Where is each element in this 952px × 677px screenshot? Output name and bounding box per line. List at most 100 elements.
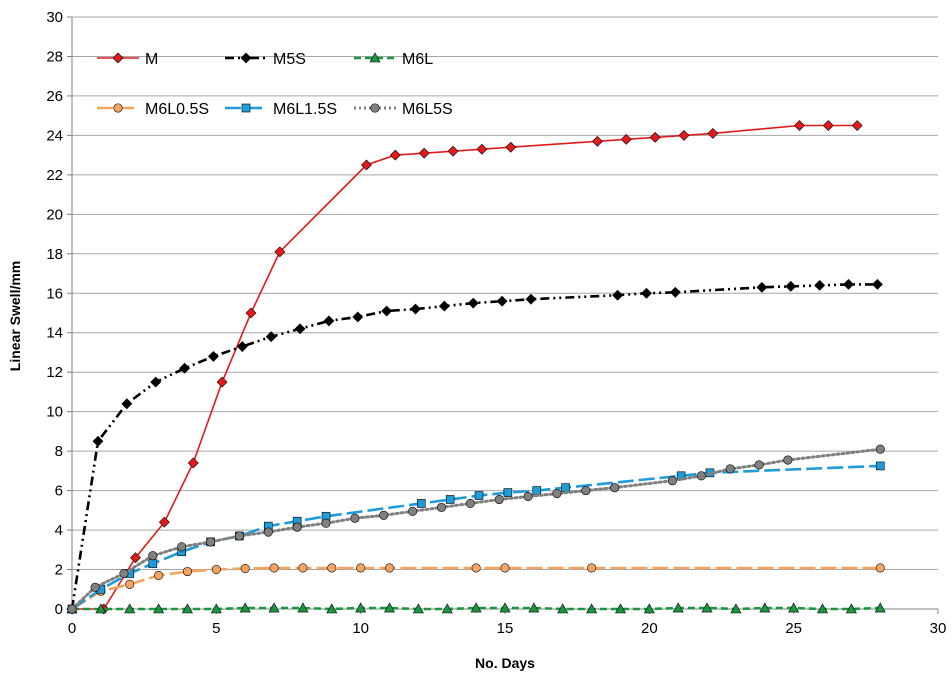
series-m6l: [66, 602, 886, 614]
data-point: [505, 141, 517, 153]
x-axis-title: No. Days: [475, 655, 535, 671]
data-point: [641, 287, 652, 299]
data-point: [153, 603, 165, 614]
data-point: [701, 602, 713, 613]
data-point: [610, 483, 620, 493]
data-point: [612, 289, 624, 301]
data-point: [643, 603, 655, 614]
x-tick-label: 10: [352, 620, 369, 637]
x-tick-label: 15: [497, 620, 514, 637]
data-point: [438, 300, 450, 312]
legend-item: M6L: [354, 51, 433, 68]
data-point: [150, 376, 162, 388]
data-point: [90, 582, 100, 592]
data-point: [379, 510, 389, 520]
data-point: [620, 133, 632, 145]
legend-label: M6L1.5S: [273, 101, 337, 118]
legend-marker: [112, 52, 124, 64]
legend-label: M6L0.5S: [145, 101, 209, 118]
data-point: [352, 311, 364, 323]
y-tick-label: 6: [55, 483, 63, 500]
data-point: [321, 518, 331, 528]
data-point: [239, 602, 251, 613]
data-point: [234, 531, 244, 541]
x-tick-label: 20: [641, 620, 658, 637]
data-point: [206, 537, 216, 547]
data-point: [410, 303, 421, 315]
data-point: [381, 305, 393, 317]
data-point: [240, 563, 250, 574]
data-point: [871, 278, 883, 290]
series-m5s: [66, 278, 883, 615]
data-point: [124, 603, 136, 614]
data-point: [148, 551, 158, 561]
data-point: [476, 143, 488, 155]
data-point: [783, 455, 793, 465]
legend-label: M: [145, 51, 158, 68]
data-point: [586, 603, 598, 614]
data-point: [794, 120, 805, 131]
data-point: [436, 502, 447, 512]
data-point: [350, 513, 360, 523]
data-point: [525, 293, 537, 305]
y-tick-label: 26: [46, 88, 63, 105]
data-point: [327, 563, 337, 573]
legend-marker: [240, 52, 252, 64]
data-point: [528, 602, 540, 613]
data-point: [788, 602, 800, 613]
data-point: [236, 341, 248, 352]
data-point: [696, 471, 706, 481]
data-point: [187, 457, 199, 469]
data-point: [532, 486, 542, 495]
data-point: [441, 603, 453, 614]
data-point: [268, 602, 280, 613]
data-point: [785, 280, 797, 292]
x-tick-label: 25: [785, 620, 802, 637]
data-point: [471, 563, 481, 573]
data-point: [384, 563, 395, 573]
data-point: [874, 602, 886, 613]
series-m6l5s: [67, 444, 885, 614]
series-m: [66, 120, 863, 615]
data-point: [494, 494, 504, 505]
data-point: [851, 120, 863, 131]
legend-marker: [370, 103, 380, 113]
data-point: [292, 522, 302, 532]
data-point: [445, 495, 455, 504]
data-point: [121, 398, 133, 410]
data-point: [323, 315, 335, 327]
data-point: [179, 362, 191, 374]
data-point: [467, 297, 479, 309]
data-point: [263, 527, 273, 537]
legend-item: M6L5S: [354, 101, 453, 118]
data-point: [754, 460, 764, 470]
data-point: [649, 131, 661, 143]
x-tick-label: 30: [930, 620, 947, 637]
gridlines: [72, 16, 938, 571]
legend-label: M6L: [402, 51, 433, 68]
y-tick-label: 28: [46, 48, 63, 65]
data-point: [265, 331, 277, 343]
data-point: [591, 135, 603, 147]
data-point: [474, 491, 484, 500]
y-tick-label: 16: [46, 285, 63, 302]
data-point: [356, 563, 366, 573]
data-point: [326, 603, 338, 614]
data-point: [669, 286, 681, 298]
legend-marker: [369, 52, 381, 63]
data-point: [269, 563, 279, 573]
series-line: [71, 464, 881, 611]
legend-item: M6L1.5S: [225, 101, 337, 118]
data-point: [181, 603, 193, 614]
data-point: [92, 435, 104, 447]
data-point: [211, 564, 221, 575]
data-point: [158, 516, 170, 528]
data-point: [843, 278, 854, 290]
data-point: [294, 323, 306, 335]
data-point: [875, 563, 885, 573]
legend-marker: [113, 103, 123, 113]
data-point: [154, 570, 164, 581]
data-point: [119, 568, 129, 579]
y-tick-label: 20: [46, 206, 63, 223]
